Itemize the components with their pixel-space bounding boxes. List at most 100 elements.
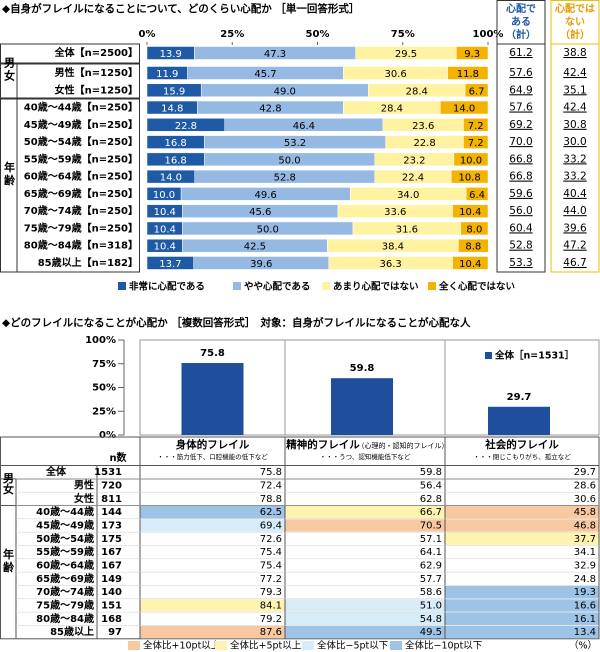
value-label: 9.3 <box>464 49 480 60</box>
value-label: 75.8 <box>200 348 225 359</box>
y-tick-label: 85歳以上【n=182】 <box>38 256 138 269</box>
cell: 151 <box>101 600 122 611</box>
row-label: 50歳～54歳 <box>36 532 94 545</box>
frame <box>0 98 140 273</box>
x-tick-label: 100% <box>473 29 504 40</box>
y-tick-label: 全体【n=2500】 <box>54 46 138 59</box>
cell: 62.8 <box>420 494 442 505</box>
legend-swatch <box>215 641 227 650</box>
value-label: 13.9 <box>160 49 182 60</box>
value-label: 10.4 <box>154 242 176 253</box>
legend-swatch <box>128 641 140 650</box>
row-label: 55歳～59歳 <box>36 545 94 558</box>
summary-value: 40.4 <box>563 188 587 200</box>
column-header: 身体的フレイル <box>176 438 250 451</box>
value-label: 10.0 <box>153 190 175 201</box>
summary-value: 33.2 <box>563 171 586 183</box>
cell: 46.8 <box>574 520 596 531</box>
value-label: 7.2 <box>468 121 484 132</box>
bar-segment <box>464 83 489 98</box>
cell: 34.1 <box>574 547 596 558</box>
summary-value: 66.8 <box>509 153 532 165</box>
legend-swatch <box>485 352 492 359</box>
cell: 79.2 <box>260 614 282 625</box>
column-header: 心配では <box>555 3 595 15</box>
legend-swatch <box>428 282 436 290</box>
highlight-cell <box>285 505 445 519</box>
cell: 16.1 <box>574 614 596 625</box>
summary-value: 59.6 <box>509 188 533 200</box>
value-label: 13.7 <box>159 259 181 270</box>
highlight-cell <box>445 585 599 599</box>
group-label: 男女 <box>2 472 15 495</box>
cell: 79.3 <box>260 587 282 598</box>
row-label: 75歳～79歳 <box>36 598 94 611</box>
cell: 62.9 <box>420 560 442 571</box>
cell: 84.1 <box>260 600 282 611</box>
value-label: 23.6 <box>412 121 434 132</box>
row-label: 男性 <box>74 478 94 491</box>
summary-value: 47.2 <box>563 240 586 252</box>
legend-swatch <box>118 282 126 290</box>
value-label: 50.0 <box>278 155 300 166</box>
summary-value: 42.4 <box>563 102 587 114</box>
cell: 29.7 <box>574 467 596 478</box>
column-header: 心配で <box>506 3 536 15</box>
cell: 175 <box>101 534 122 545</box>
value-label: 22.8 <box>413 138 435 149</box>
y-tick-label: 75% <box>92 359 116 370</box>
cell: 78.8 <box>260 494 282 505</box>
cell: 62.5 <box>260 507 282 518</box>
legend-label: 全体比−5pt以下 <box>317 640 388 652</box>
value-label: 16.8 <box>165 155 187 166</box>
column-subtitle: （心理的・認知的フレイル） <box>358 441 449 450</box>
row-label: 60歳～64歳 <box>36 558 94 571</box>
y-tick-label: 50% <box>92 383 116 394</box>
cell: 30.6 <box>574 494 596 505</box>
cell: 1531 <box>94 467 122 478</box>
cell: 144 <box>101 507 122 518</box>
cell: 69.4 <box>260 520 282 531</box>
highlight-cell <box>285 519 445 532</box>
y-tick-label: 40歳～44歳【n=250】 <box>24 101 138 114</box>
cell: 59.8 <box>420 467 442 478</box>
cell: 811 <box>101 494 122 505</box>
cell: 58.6 <box>420 587 442 598</box>
bar-segment <box>452 256 489 270</box>
row-label: 85歳以上 <box>50 625 94 638</box>
legend-label: 全体比+10pt以上 <box>143 640 221 652</box>
cell: 28.6 <box>574 480 596 491</box>
row-label: 全体 <box>45 465 67 478</box>
value-label: 45.7 <box>254 69 276 80</box>
y-tick-label: 100% <box>85 335 116 346</box>
summary-value: 64.9 <box>509 84 532 96</box>
legend-label: 全体比+5pt以上 <box>230 640 302 652</box>
value-label: 47.3 <box>264 49 286 60</box>
bar-segment <box>453 152 489 167</box>
cell: 149 <box>101 574 122 585</box>
y-tick-label: 45歳～49歳【n=250】 <box>24 118 138 131</box>
chart-title: ◆どのフレイルになることが心配か ［複数回答形式］ 対象：自身がフレイルになるこ… <box>2 316 471 329</box>
highlight-cell <box>445 625 599 639</box>
summary-value: 39.6 <box>563 222 587 234</box>
bar-segment <box>465 187 489 201</box>
column-header: （計） <box>506 28 536 41</box>
cell: 24.8 <box>574 574 596 585</box>
value-label: 22.4 <box>402 173 424 184</box>
x-tick-label: 50% <box>306 29 330 40</box>
value-label: 38.4 <box>382 242 404 253</box>
summary-value: 42.4 <box>563 67 587 79</box>
cell: 75.4 <box>260 547 282 558</box>
cell: 49.5 <box>420 627 442 638</box>
bar-segment <box>458 238 489 253</box>
y-tick-label: 男性【n=1250】 <box>55 66 138 79</box>
summary-value: 56.0 <box>509 205 532 217</box>
summary-value: 30.0 <box>563 136 586 148</box>
frame <box>550 0 600 273</box>
value-label: 28.4 <box>406 86 428 97</box>
cell: 77.2 <box>260 574 282 585</box>
frame <box>496 0 546 273</box>
highlight-cell <box>285 599 445 612</box>
y-tick-label: 50歳～54歳【n=250】 <box>24 135 138 148</box>
